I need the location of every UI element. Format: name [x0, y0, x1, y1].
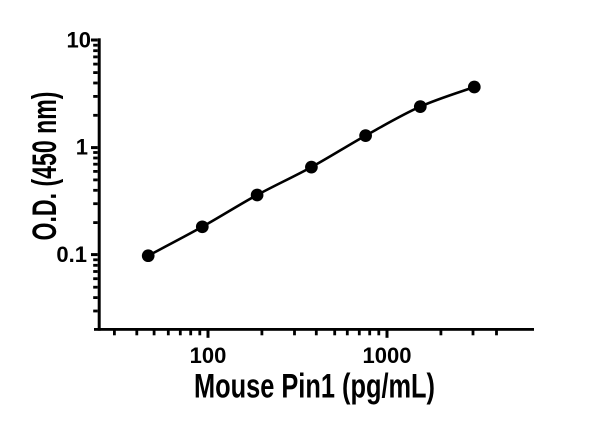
svg-text:O.D. (450 nm): O.D. (450 nm): [26, 92, 64, 241]
svg-text:Mouse Pin1 (pg/mL): Mouse Pin1 (pg/mL): [194, 368, 435, 406]
svg-text:1000: 1000: [363, 343, 412, 368]
svg-text:0.1: 0.1: [56, 242, 87, 267]
svg-text:100: 100: [190, 343, 227, 368]
svg-text:1: 1: [76, 135, 88, 160]
svg-text:10: 10: [67, 28, 91, 53]
